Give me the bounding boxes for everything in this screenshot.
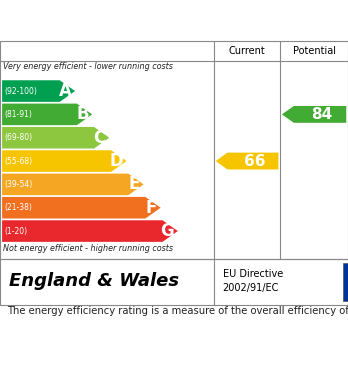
Text: Energy Efficiency Rating: Energy Efficiency Rating <box>9 13 230 28</box>
Polygon shape <box>2 150 126 172</box>
Bar <box>343 262 348 301</box>
Text: E: E <box>129 176 140 194</box>
Text: (92-100): (92-100) <box>5 86 37 95</box>
Text: EU Directive
2002/91/EC: EU Directive 2002/91/EC <box>223 269 283 293</box>
Text: G: G <box>160 222 174 240</box>
Polygon shape <box>2 80 75 102</box>
Text: Potential: Potential <box>293 46 335 56</box>
Polygon shape <box>2 104 92 125</box>
Text: Current: Current <box>229 46 266 56</box>
Text: (69-80): (69-80) <box>5 133 33 142</box>
Text: Not energy efficient - higher running costs: Not energy efficient - higher running co… <box>3 244 174 253</box>
Polygon shape <box>2 220 178 242</box>
Text: (81-91): (81-91) <box>5 110 32 119</box>
Text: (39-54): (39-54) <box>5 180 33 189</box>
Text: (21-38): (21-38) <box>5 203 32 212</box>
Text: England & Wales: England & Wales <box>9 272 179 290</box>
Text: C: C <box>94 129 106 147</box>
Text: (1-20): (1-20) <box>5 226 27 235</box>
Polygon shape <box>216 152 278 169</box>
Polygon shape <box>282 106 346 123</box>
Text: A: A <box>59 82 72 100</box>
Text: B: B <box>76 106 89 124</box>
Text: 66: 66 <box>244 154 266 169</box>
Text: Very energy efficient - lower running costs: Very energy efficient - lower running co… <box>3 62 173 71</box>
Polygon shape <box>2 127 109 149</box>
Polygon shape <box>2 174 144 195</box>
Text: (55-68): (55-68) <box>5 156 33 165</box>
Text: D: D <box>109 152 123 170</box>
Text: 84: 84 <box>311 107 332 122</box>
Text: F: F <box>146 199 157 217</box>
Text: The energy efficiency rating is a measure of the overall efficiency of a home. T: The energy efficiency rating is a measur… <box>7 306 348 316</box>
Polygon shape <box>2 197 161 219</box>
